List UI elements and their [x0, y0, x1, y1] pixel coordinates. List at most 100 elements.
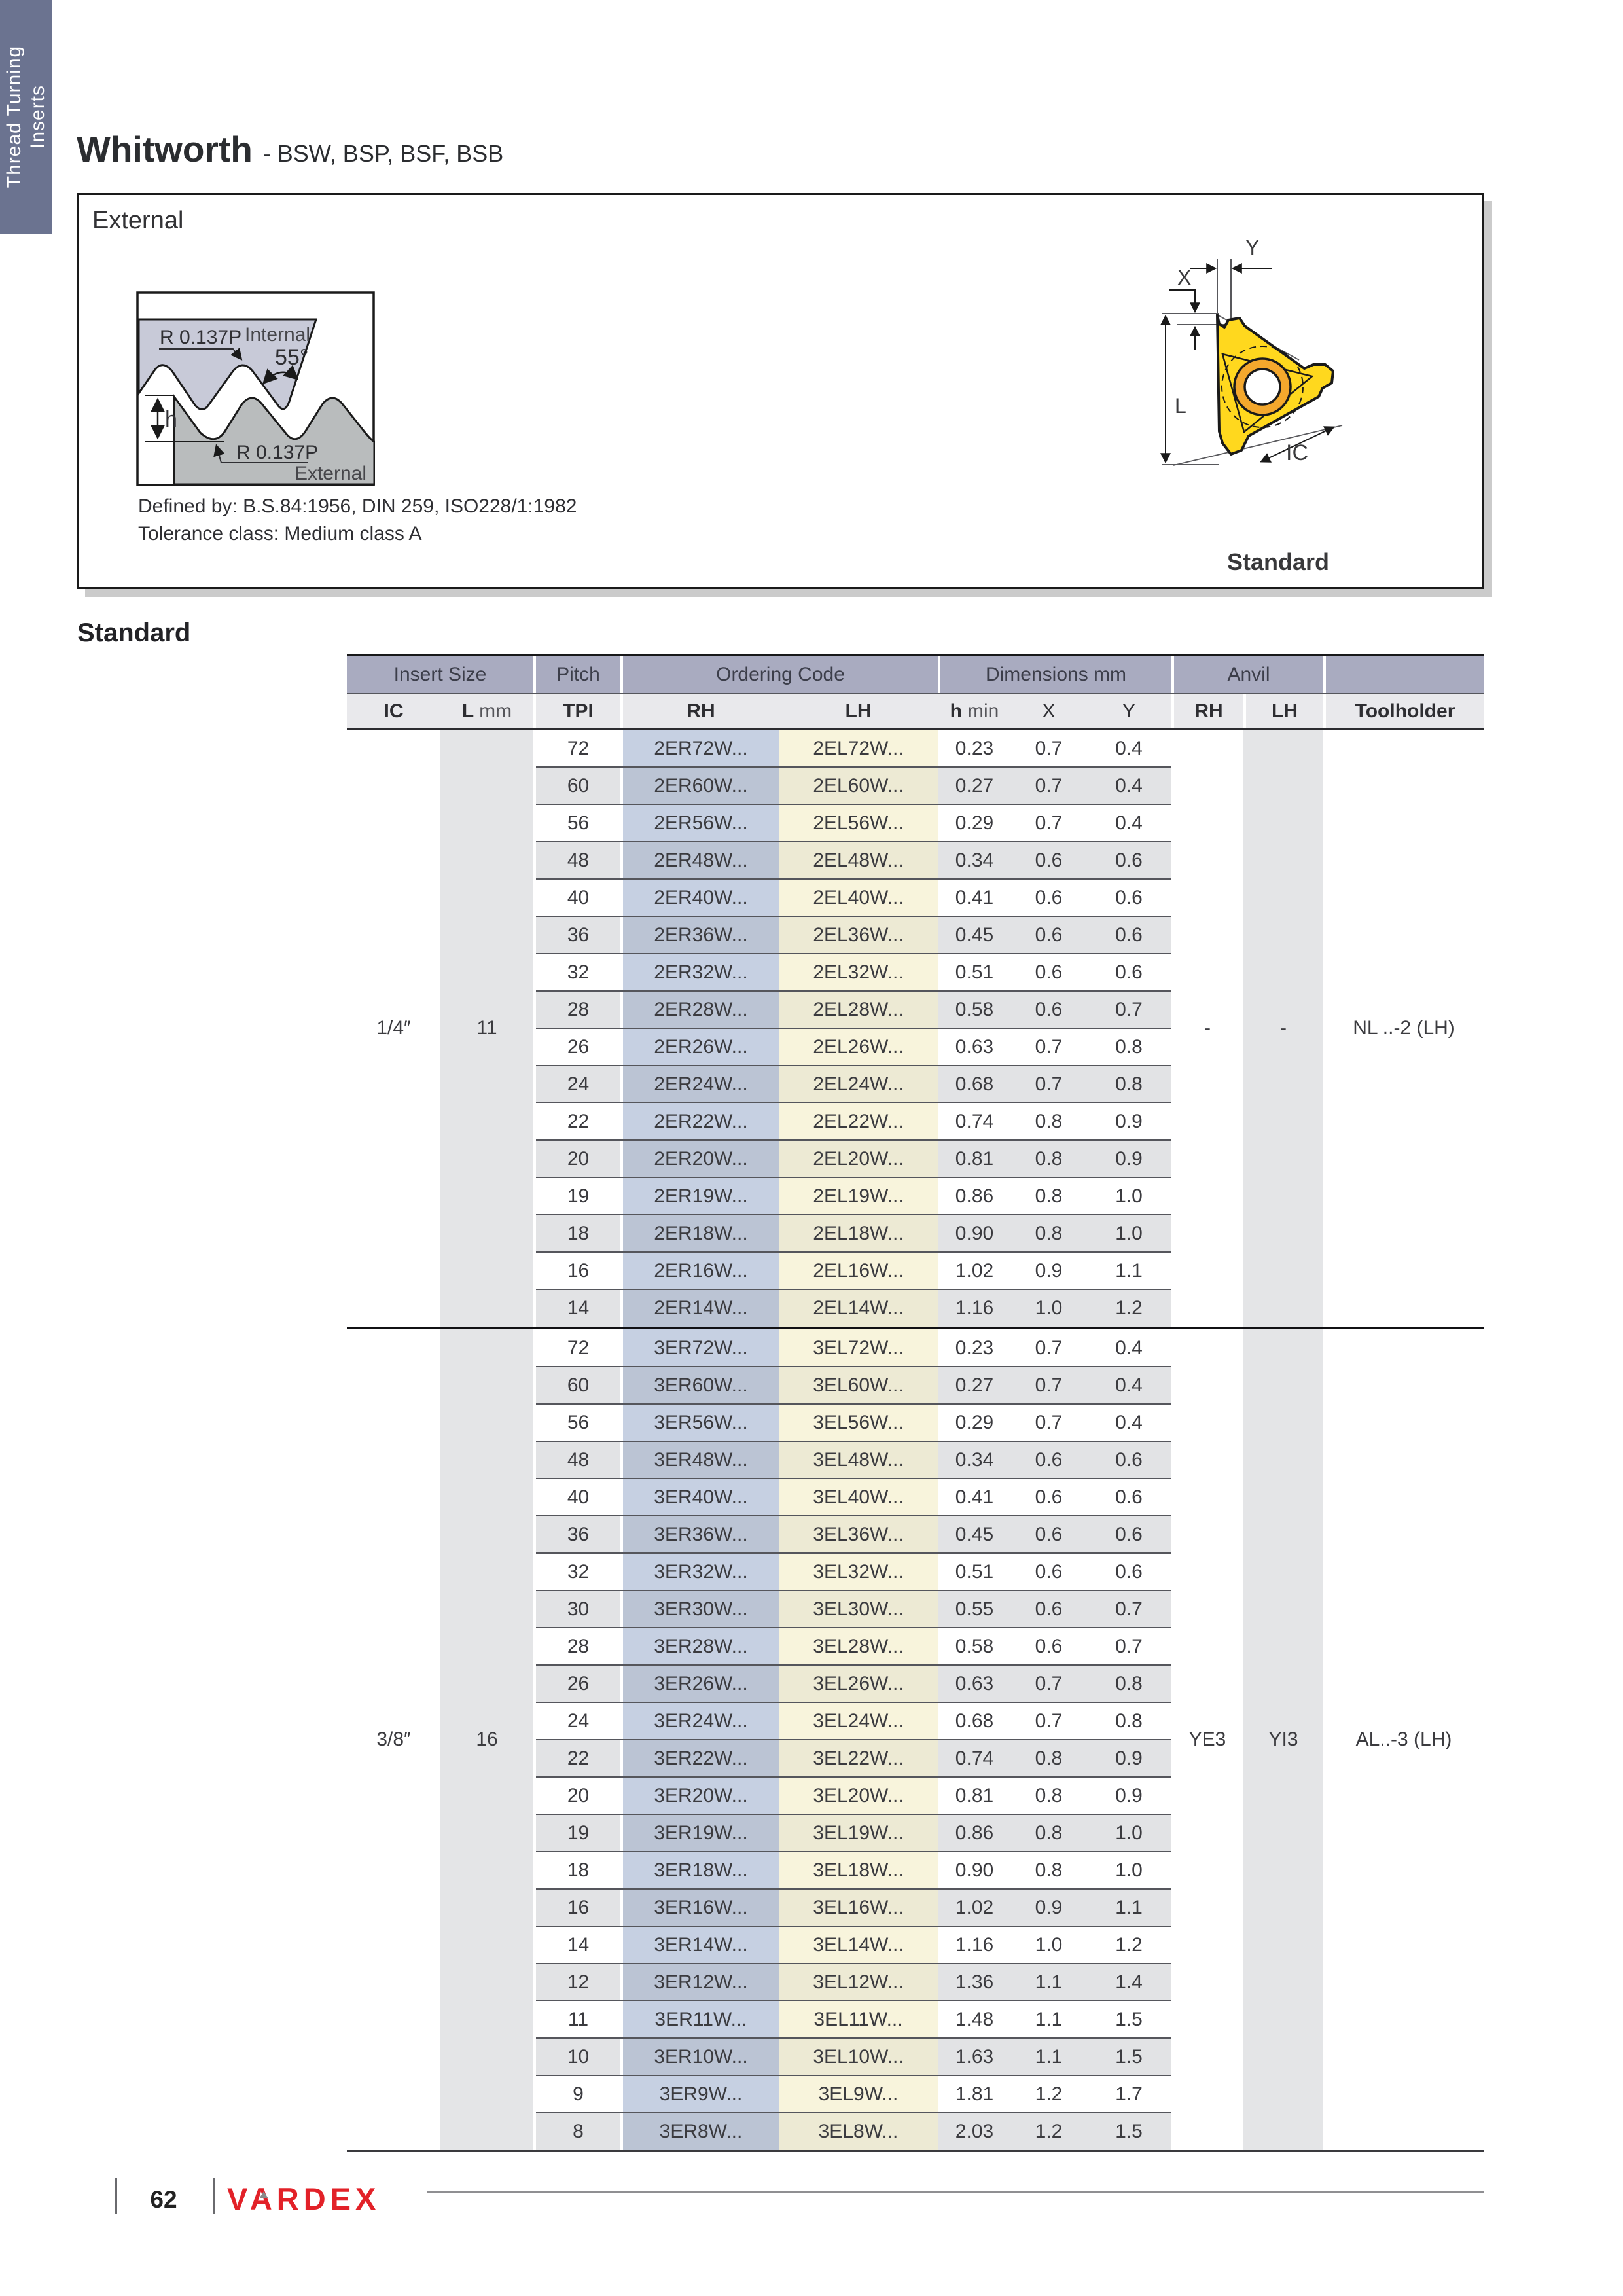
- row-separator: [536, 916, 1171, 917]
- ordering-code-rh: 2ER14W...: [623, 1289, 779, 1327]
- ordering-code-lh: 2EL22W...: [779, 1103, 938, 1140]
- y-dim-label: Y: [1245, 238, 1259, 259]
- tpi-value: 16: [567, 1259, 590, 1282]
- tpi-value: 24: [567, 1710, 590, 1732]
- x-value: 0.8: [1011, 1814, 1086, 1852]
- table-row: 8 3ER8W... 3EL8W... 2.03 1.2 1.5: [347, 2113, 1484, 2150]
- ordering-code-rh: 3ER22W...: [623, 1740, 779, 1777]
- group-header-insert-size: Insert Size: [347, 656, 533, 693]
- title-subtitle: - BSW, BSP, BSF, BSB: [262, 140, 504, 167]
- ordering-code-rh: 2ER20W...: [623, 1140, 779, 1177]
- table-section: 72 3ER72W... 3EL72W... 0.23 0.7 0.4 60 3ER60W..…: [347, 1329, 1484, 2150]
- anvil-lh-value: YI3: [1268, 1729, 1298, 1750]
- y-value: 1.7: [1115, 2083, 1143, 2105]
- tpi-value: 14: [567, 1933, 590, 1956]
- header-divider-line: [347, 693, 1484, 694]
- table-row: 72 2ER72W... 2EL72W... 0.23 0.7 0.4: [347, 730, 1484, 767]
- ordering-code-lh: 2EL16W...: [779, 1252, 938, 1289]
- tpi-value: 26: [567, 1035, 590, 1058]
- row-separator: [536, 1702, 1171, 1703]
- row-separator: [536, 1888, 1171, 1890]
- ordering-code-rh: 2ER28W...: [623, 991, 779, 1028]
- tpi-value: 56: [567, 1411, 590, 1433]
- h-min-value: 0.74: [938, 1740, 1011, 1777]
- h-min-value: 0.27: [938, 1367, 1011, 1404]
- table-row: 14 3ER14W... 3EL14W... 1.16 1.0 1.2: [347, 1926, 1484, 1964]
- y-value: 0.4: [1115, 737, 1143, 759]
- tpi-value: 72: [567, 1336, 590, 1359]
- x-value: 0.8: [1011, 1140, 1086, 1177]
- tpi-value: 9: [573, 2083, 584, 2105]
- tpi-value: 18: [536, 1215, 620, 1252]
- section-heading-standard: Standard: [77, 619, 191, 647]
- vardex-logo: VARDEX: [227, 2181, 381, 2216]
- h-min-value: 0.27: [938, 767, 1011, 804]
- table-section: 72 2ER72W... 2EL72W... 0.23 0.7 0.4 60 2ER60W..…: [347, 730, 1484, 1327]
- y-value: 0.6: [1086, 916, 1171, 954]
- h-min-value: 0.55: [938, 1590, 1011, 1628]
- ordering-code-lh: 3EL40W...: [779, 1479, 938, 1516]
- h-min-value: 0.23: [955, 737, 994, 759]
- h-min-value: 1.48: [955, 2008, 994, 2030]
- ordering-code-lh: 3EL30W...: [779, 1590, 938, 1628]
- anvil-rh-value: -: [1204, 1017, 1211, 1039]
- table-row: 28 2ER28W... 2EL28W... 0.58 0.6 0.7: [347, 991, 1484, 1028]
- x-value: 0.8: [1035, 1859, 1063, 1881]
- row-separator: [536, 1515, 1171, 1516]
- table-row: 48 2ER48W... 2EL48W... 0.34 0.6 0.6: [347, 842, 1484, 879]
- col-header-toolholder: Toolholder: [1326, 694, 1484, 728]
- ordering-code-lh: 2EL18W...: [779, 1215, 938, 1252]
- x-value: 1.0: [1035, 1933, 1063, 1956]
- table-row: 9 3ER9W... 3EL9W... 1.81 1.2 1.7: [347, 2075, 1484, 2113]
- x-value: 1.1: [1011, 2038, 1086, 2075]
- ordering-code-lh: 3EL8W...: [779, 2113, 938, 2150]
- ordering-code-lh: 2EL24W...: [779, 1066, 938, 1103]
- header-bottom-border: [347, 728, 1484, 730]
- x-value: 0.6: [1011, 842, 1086, 879]
- x-value: 0.7: [1011, 1066, 1086, 1103]
- row-separator: [536, 1590, 1171, 1591]
- tpi-value: 19: [536, 1814, 620, 1852]
- row-separator: [536, 1963, 1171, 1964]
- h-min-value: 0.58: [938, 991, 1011, 1028]
- ordering-code-rh: 2ER26W...: [623, 1028, 779, 1066]
- ordering-code-rh: 2ER48W...: [623, 842, 779, 879]
- table-row: 40 3ER40W... 3EL40W... 0.41 0.6 0.6: [347, 1479, 1484, 1516]
- group-header-ordering-code: Ordering Code: [623, 656, 938, 693]
- col-header-rh: RH: [623, 694, 779, 728]
- row-separator: [536, 1776, 1171, 1778]
- sidebar-tab-line1: Thread Turning: [3, 45, 25, 188]
- row-separator: [536, 804, 1171, 805]
- ordering-code-rh: 3ER60W...: [623, 1367, 779, 1404]
- ordering-code-rh: 3ER24W...: [623, 1702, 779, 1740]
- table-row: 22 3ER22W... 3EL22W... 0.74 0.8 0.9: [347, 1740, 1484, 1777]
- footer-rule: [427, 2191, 1484, 2193]
- table-body: 72 2ER72W... 2EL72W... 0.23 0.7 0.4 60 2ER60W..…: [347, 730, 1484, 2150]
- h-label: h: [165, 407, 177, 432]
- ordering-code-lh: 2EL20W...: [779, 1140, 938, 1177]
- ordering-code-lh: 2EL14W...: [779, 1289, 938, 1327]
- x-value: 0.7: [1035, 1336, 1063, 1359]
- ordering-code-rh: 3ER10W...: [623, 2038, 779, 2075]
- ordering-code-rh: 3ER28W...: [623, 1628, 779, 1665]
- vardex-logo-triangle-icon: [259, 2191, 268, 2198]
- table-row: 26 3ER26W... 3EL26W... 0.63 0.7 0.8: [347, 1665, 1484, 1702]
- x-value: 0.8: [1035, 1110, 1063, 1132]
- h-min-value: 0.58: [955, 1635, 994, 1657]
- ordering-code-rh: 3ER9W...: [623, 2075, 779, 2113]
- y-value: 1.5: [1086, 2038, 1171, 2075]
- tpi-value: 48: [536, 1441, 620, 1479]
- h-min-value: 0.45: [938, 1516, 1011, 1553]
- ordering-code-rh: 3ER30W...: [623, 1590, 779, 1628]
- y-value: 0.9: [1086, 1140, 1171, 1177]
- table-row: 14 2ER14W... 2EL14W... 1.16 1.0 1.2: [347, 1289, 1484, 1327]
- col-header-tpi: TPI: [536, 694, 620, 728]
- anvil-lh-column-stripe: [1243, 730, 1323, 1327]
- tpi-value: 40: [567, 1486, 590, 1508]
- external-panel-label: External: [92, 207, 184, 234]
- y-value: 0.9: [1086, 1740, 1171, 1777]
- ordering-code-rh: 3ER19W...: [623, 1814, 779, 1852]
- insert-size-l: 16: [476, 1729, 498, 1750]
- anvil-lh-value: -: [1280, 1017, 1287, 1039]
